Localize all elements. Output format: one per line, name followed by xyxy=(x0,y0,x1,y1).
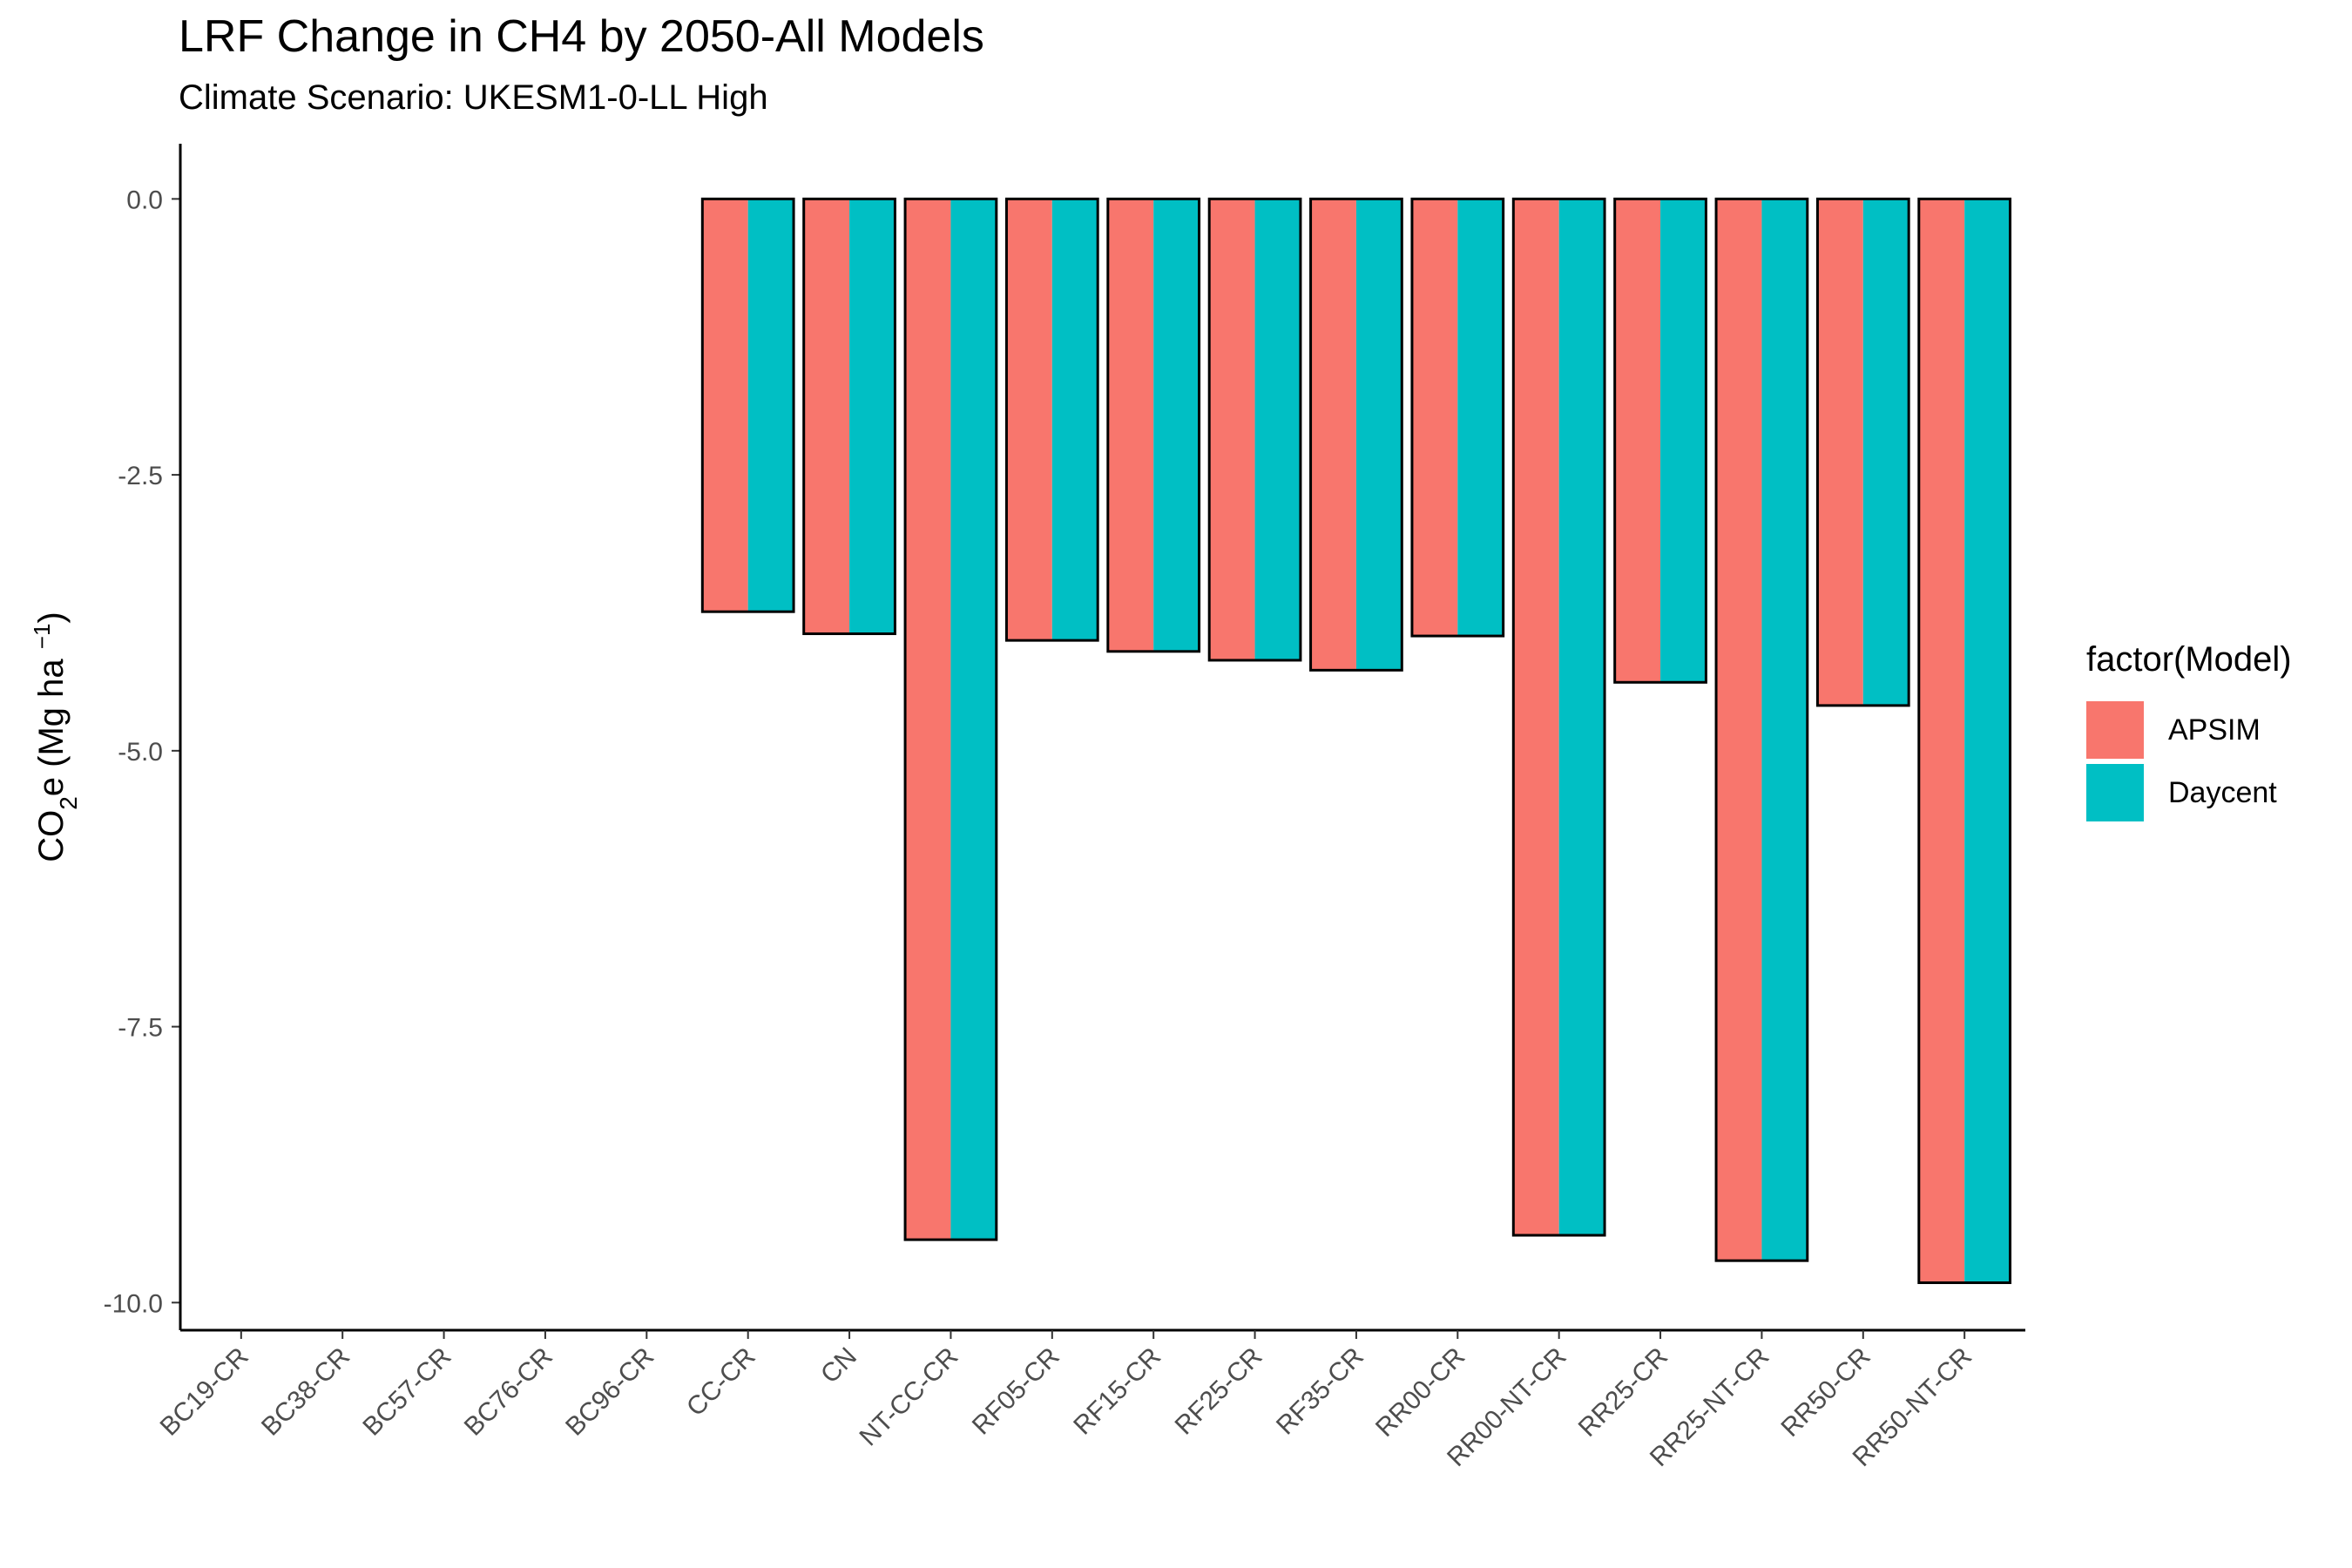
bar-outline xyxy=(1511,197,1606,1237)
bar-daycent xyxy=(1153,199,1200,652)
bar-daycent xyxy=(1558,199,1605,1236)
bar-outline xyxy=(700,197,795,613)
x-tick-label: BC76-CR xyxy=(459,1342,558,1442)
y-tick-label: -7.5 xyxy=(118,1014,163,1043)
x-tick-label: CN xyxy=(815,1342,862,1389)
y-tick-label: -2.5 xyxy=(118,462,163,490)
y-axis-label: CO2e (Mg ha −1) xyxy=(29,612,82,862)
bar-daycent xyxy=(849,199,896,634)
y-axis-label-sub: 2 xyxy=(55,796,82,810)
x-tick-label: RF25-CR xyxy=(1170,1342,1268,1441)
bar-daycent xyxy=(1660,199,1707,683)
y-tick-label: -10.0 xyxy=(104,1289,163,1318)
chart-title: LRF Change in CH4 by 2050-All Models xyxy=(179,11,984,62)
bar-apsim xyxy=(1209,199,1255,660)
x-axis-ticks: BC19-CR BC38-CR BC57-CR BC76-CR BC96-CR CC-CR… xyxy=(155,1330,1977,1472)
bar-daycent xyxy=(1254,199,1301,660)
x-tick-label: NT-CC-CR xyxy=(855,1342,964,1452)
legend-title: factor(Model) xyxy=(2086,640,2292,679)
x-tick-label: BC19-CR xyxy=(155,1342,254,1442)
bar-apsim xyxy=(1918,199,1965,1283)
legend-swatch xyxy=(2086,764,2144,821)
axes xyxy=(179,144,2025,1332)
bars xyxy=(700,197,2012,1285)
y-axis-label-sup: −1 xyxy=(29,624,55,650)
bar-apsim xyxy=(1006,199,1052,641)
legend-label: Daycent xyxy=(2168,775,2277,809)
bar-outline xyxy=(1309,197,1403,672)
bar-apsim xyxy=(1614,199,1661,683)
x-tick-label: CC-CR xyxy=(681,1342,761,1423)
bar-outline xyxy=(1917,197,2012,1285)
x-tick-label: RR00-CR xyxy=(1370,1342,1470,1443)
legend-swatch xyxy=(2086,701,2144,759)
bar-outline xyxy=(1714,197,1809,1262)
x-tick-label: RR50-CR xyxy=(1775,1342,1876,1443)
x-tick-label: RR25-CR xyxy=(1573,1342,1673,1443)
bar-daycent xyxy=(1761,199,1808,1261)
bar-apsim xyxy=(1411,199,1458,637)
legend-items: APSIM Daycent xyxy=(2086,699,2292,824)
y-tick-label: -5.0 xyxy=(118,738,163,767)
y-axis-title: CO2e (Mg ha −1) xyxy=(29,612,82,862)
y-tick-label: 0.0 xyxy=(126,186,163,214)
bar-daycent xyxy=(1355,199,1402,671)
x-tick-label: RF15-CR xyxy=(1068,1342,1166,1441)
bar-outline xyxy=(1410,197,1505,638)
bar-apsim xyxy=(1817,199,1863,706)
bar-outline xyxy=(1613,197,1707,684)
x-tick-label: BC57-CR xyxy=(357,1342,456,1442)
x-tick-label: BC96-CR xyxy=(560,1342,659,1442)
chart-subtitle: Climate Scenario: UKESM1-0-LL High xyxy=(179,78,768,117)
bar-outline xyxy=(1815,197,1910,707)
bar-daycent xyxy=(1051,199,1098,641)
bar-outline xyxy=(1106,197,1201,653)
legend-item-apsim: APSIM xyxy=(2086,699,2292,761)
bar-apsim xyxy=(1107,199,1154,652)
x-tick-label: RF35-CR xyxy=(1271,1342,1369,1441)
bar-outline xyxy=(1004,197,1099,642)
bar-outline xyxy=(802,197,896,636)
y-axis-label-unit: e (Mg ha xyxy=(32,649,71,796)
legend: factor(Model) APSIM Daycent xyxy=(2086,640,2292,824)
bar-apsim xyxy=(905,199,951,1240)
bar-daycent xyxy=(1862,199,1909,706)
bar-daycent xyxy=(747,199,794,612)
bar-daycent xyxy=(1457,199,1504,637)
bar-apsim xyxy=(1310,199,1356,671)
bar-daycent xyxy=(950,199,997,1240)
bar-outline xyxy=(903,197,998,1241)
bar-apsim xyxy=(702,199,748,612)
y-axis-label-main: CO xyxy=(32,810,71,862)
x-tick-label: BC38-CR xyxy=(256,1342,355,1442)
bar-daycent xyxy=(1964,199,2011,1283)
y-axis-ticks: 0.0 -2.5 -5.0 -7.5 -10.0 xyxy=(104,186,180,1318)
legend-item-daycent: Daycent xyxy=(2086,761,2292,824)
legend-label: APSIM xyxy=(2168,713,2261,747)
bar-outline xyxy=(1207,197,1302,662)
bar-apsim xyxy=(803,199,850,634)
y-axis-label-close: ) xyxy=(32,612,71,623)
bar-apsim xyxy=(1513,199,1559,1236)
x-tick-label: RF05-CR xyxy=(967,1342,1065,1441)
bar-apsim xyxy=(1716,199,1762,1261)
